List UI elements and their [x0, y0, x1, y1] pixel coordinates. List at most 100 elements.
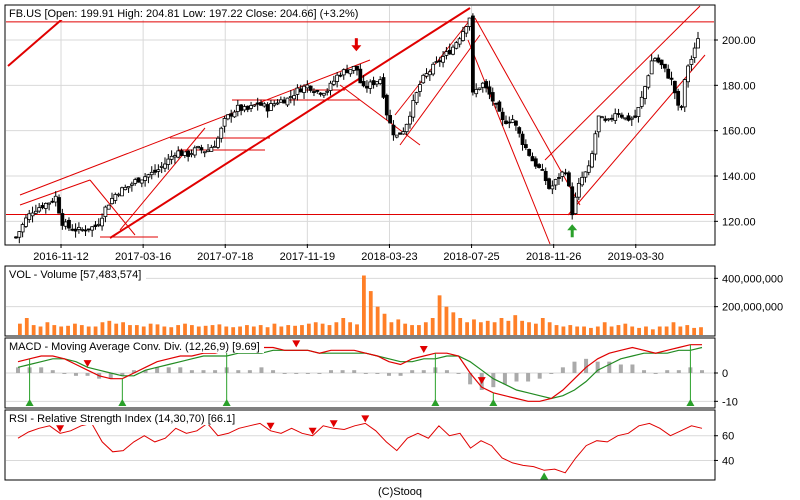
- price-candle-body: [470, 15, 475, 93]
- macd-histogram-bar: [398, 373, 403, 376]
- macd-buy-marker: [222, 399, 231, 406]
- macd-histogram-bar: [352, 370, 357, 373]
- macd-histogram-bar: [294, 373, 299, 374]
- rsi-sell-marker: [308, 427, 317, 435]
- macd-histogram-bar: [305, 373, 310, 374]
- price-candle-body: [229, 113, 234, 117]
- volume-bar: [293, 325, 297, 335]
- price-candle-body: [467, 17, 472, 27]
- price-candle-body: [348, 69, 353, 75]
- price-candle-body: [116, 193, 121, 196]
- volume-y-tick-label: 400,000,000: [722, 273, 783, 285]
- volume-panel: 200,000,000 400,000,000 VOL - Volume [57,…: [4, 265, 783, 337]
- price-candle-body: [464, 26, 469, 34]
- price-candle-body: [676, 90, 681, 106]
- volume-bar: [265, 327, 270, 335]
- price-candle-body: [351, 66, 356, 71]
- price-candle-body: [90, 226, 95, 231]
- price-candle-body: [100, 217, 104, 227]
- rsi-sell-marker: [361, 415, 370, 423]
- macd-histogram-bar: [700, 370, 704, 373]
- volume-bar: [114, 323, 119, 335]
- rsi-buy-marker: [540, 472, 549, 480]
- macd-y-tick-label: 0: [722, 368, 728, 380]
- price-candle-body: [113, 194, 118, 201]
- volume-bar: [313, 322, 318, 335]
- price-x-tick-label: 2017-03-16: [115, 251, 171, 263]
- rsi-title: RSI - Relative Strength Index (14,30,70)…: [9, 413, 235, 425]
- price-candle-body: [692, 47, 697, 59]
- price-candle-body: [563, 172, 568, 175]
- price-candle-body: [298, 88, 303, 93]
- price-candle-body: [437, 60, 442, 63]
- price-candle-body: [129, 183, 134, 186]
- volume-bar: [492, 322, 497, 335]
- price-candle-body: [133, 179, 138, 184]
- volume-bar: [534, 323, 538, 335]
- volume-title: VOL - Volume [57,483,574]: [9, 269, 141, 281]
- price-candle-body: [249, 105, 253, 109]
- macd-histogram-bar: [213, 370, 218, 373]
- volume-bar: [121, 322, 125, 335]
- macd-buy-marker: [118, 399, 127, 406]
- volume-bar: [210, 325, 215, 335]
- price-panel-frame: [4, 4, 716, 246]
- price-candle-body: [636, 106, 641, 117]
- price-candle-body: [186, 150, 191, 157]
- price-candle-body: [163, 163, 167, 169]
- price-candle-body: [305, 84, 310, 89]
- price-candle-body: [533, 158, 538, 167]
- price-candle-body: [17, 231, 22, 238]
- volume-bar: [472, 319, 476, 335]
- price-candle-body: [371, 80, 376, 86]
- price-candle-body: [646, 75, 651, 88]
- volume-bar: [582, 326, 586, 335]
- macd-panel: -10 0 MACD - Moving Average Conv. Div. (1…: [4, 337, 738, 409]
- price-candle-body: [606, 118, 611, 121]
- price-candle-body: [517, 127, 522, 134]
- volume-bar: [623, 323, 628, 335]
- volume-bar: [540, 318, 545, 335]
- price-candle-body: [586, 165, 591, 173]
- price-candle-body: [616, 113, 621, 115]
- price-candle-body: [239, 104, 244, 111]
- volume-bar: [38, 326, 43, 335]
- price-candle-body: [275, 102, 280, 105]
- macd-histogram-bar: [560, 367, 565, 373]
- macd-y-ticks: -10 0: [714, 368, 738, 408]
- price-candle-body: [368, 81, 373, 89]
- price-candle-body: [398, 132, 402, 135]
- price-candle-body: [126, 186, 131, 189]
- price-candle-body: [222, 118, 227, 127]
- macd-histogram-bar: [386, 373, 391, 376]
- price-candle-body: [338, 74, 343, 77]
- price-candle-body: [189, 153, 194, 156]
- price-candle-body: [40, 205, 45, 209]
- macd-title: MACD - Moving Average Conv. Div. (12,26,…: [9, 341, 260, 353]
- price-candle-body: [686, 65, 690, 83]
- price-candle-body: [431, 63, 436, 75]
- price-candle-body: [570, 186, 575, 216]
- price-candle-body: [590, 153, 594, 168]
- volume-bar: [575, 326, 580, 335]
- volume-bar: [368, 291, 373, 335]
- macd-histogram-bar: [642, 370, 647, 373]
- price-candle-body: [33, 210, 38, 214]
- volume-bars: [18, 275, 703, 335]
- price-candle-body: [225, 114, 230, 120]
- volume-y-tick-label: 200,000,000: [722, 302, 783, 314]
- macd-histogram-bar: [537, 373, 542, 379]
- rsi-y-ticks: 40 60: [714, 431, 734, 467]
- price-candle-body: [649, 60, 654, 75]
- price-candle-body: [629, 117, 634, 120]
- price-candle-body: [540, 169, 545, 171]
- price-candle-body: [610, 117, 614, 120]
- volume-bar: [320, 323, 325, 335]
- price-candle-body: [365, 85, 369, 89]
- price-candle-body: [510, 119, 515, 123]
- rsi-panel: 40 60 RSI - Relative Strength Index (14,3…: [4, 409, 734, 481]
- volume-bar: [31, 325, 36, 335]
- volume-bar: [637, 327, 641, 335]
- volume-bar: [568, 325, 573, 335]
- volume-bar: [176, 325, 181, 335]
